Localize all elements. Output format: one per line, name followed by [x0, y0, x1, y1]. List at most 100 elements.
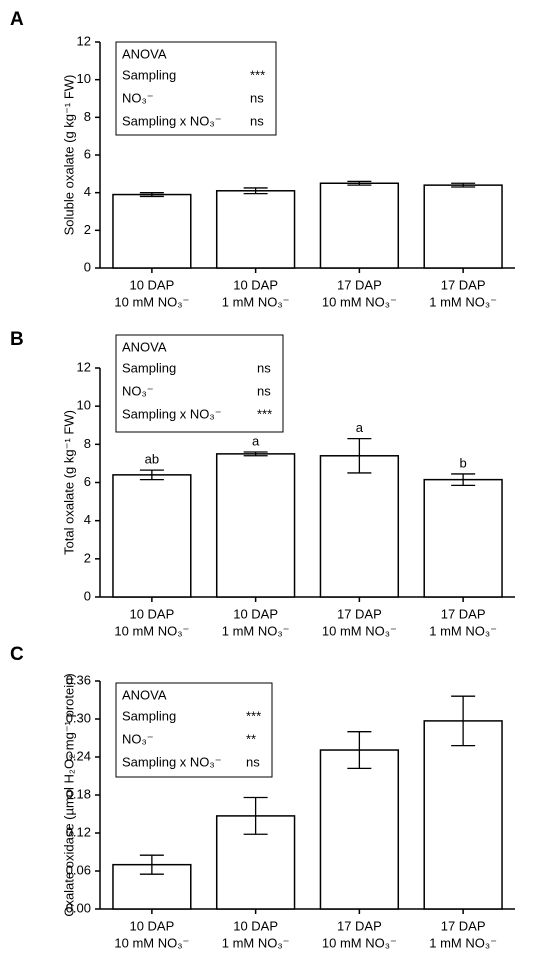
anova-box [115, 41, 277, 136]
y-axis-label: Total oxalate (g kg⁻¹ FW) [61, 410, 76, 555]
error-bar [451, 473, 476, 487]
error-bar [451, 695, 476, 747]
anova-significance: ** [246, 731, 256, 746]
anova-factor: NO₃⁻ [122, 383, 154, 398]
y-tick-label: 8 [84, 436, 91, 451]
y-tick-label: 0.12 [66, 824, 91, 839]
y-tick-label: 0.06 [66, 862, 91, 877]
panel-label: B [10, 329, 24, 350]
error-bar [347, 731, 372, 770]
anova-factor: Sampling [122, 708, 176, 723]
anova-box [115, 334, 284, 433]
x-tick-label: 17 DAP [337, 277, 382, 292]
anova-factor: NO₃⁻ [122, 731, 154, 746]
anova-significance: ns [257, 360, 271, 375]
x-tick-label: 17 DAP [337, 606, 382, 621]
anova-factor: Sampling [122, 360, 176, 375]
y-tick-label: 0.18 [66, 786, 91, 801]
bar [112, 474, 192, 598]
error-bar [451, 182, 476, 188]
y-tick-label: 12 [77, 33, 91, 48]
y-tick-label: 0.24 [66, 748, 91, 763]
x-tick-label: 1 mM NO₃⁻ [429, 623, 497, 638]
error-bar [347, 180, 372, 186]
bar [319, 182, 400, 269]
anova-significance: *** [257, 406, 272, 421]
y-tick-label: 4 [84, 512, 91, 527]
error-bar [243, 187, 268, 195]
x-tick-label: 10 mM NO₃⁻ [322, 935, 397, 950]
anova-factor: Sampling x NO₃⁻ [122, 113, 222, 128]
error-bar [243, 451, 268, 457]
anova-significance: ns [250, 90, 264, 105]
x-tick-label: 1 mM NO₃⁻ [222, 935, 290, 950]
significance-letter: b [460, 455, 467, 470]
x-tick-label: 1 mM NO₃⁻ [429, 294, 497, 309]
y-tick-label: 4 [84, 184, 91, 199]
y-axis-label: Oxalate oxidase (µmol H₂O₂ mg⁻¹ protein) [61, 673, 76, 916]
anova-factor: Sampling x NO₃⁻ [122, 406, 222, 421]
y-tick-label: 0 [84, 259, 91, 274]
y-tick-label: 0.36 [66, 672, 91, 687]
significance-letter: ab [145, 452, 159, 467]
y-tick-label: 2 [84, 222, 91, 237]
anova-box [115, 682, 273, 778]
x-tick-label: 10 DAP [129, 918, 174, 933]
y-tick-label: 8 [84, 109, 91, 124]
y-tick-label: 10 [77, 398, 91, 413]
x-tick-label: 10 DAP [233, 277, 278, 292]
y-tick-label: 0 [84, 588, 91, 603]
anova-title: ANOVA [122, 339, 167, 354]
anova-title: ANOVA [122, 687, 167, 702]
anova-significance: ns [246, 754, 260, 769]
x-tick-label: 17 DAP [441, 918, 486, 933]
x-tick-label: 1 mM NO₃⁻ [222, 623, 290, 638]
error-bar [139, 192, 164, 198]
bar [215, 190, 296, 269]
anova-significance: ns [250, 113, 264, 128]
error-bar [347, 437, 372, 474]
x-tick-label: 10 mM NO₃⁻ [322, 623, 397, 638]
y-tick-label: 6 [84, 146, 91, 161]
bar [423, 184, 503, 269]
significance-letter: a [252, 433, 260, 448]
y-tick-label: 10 [77, 71, 91, 86]
anova-factor: NO₃⁻ [122, 90, 154, 105]
error-bar [139, 854, 164, 875]
y-axis-label: Soluble oxalate (g kg⁻¹ FW) [61, 75, 76, 236]
y-tick-label: 6 [84, 474, 91, 489]
x-tick-label: 17 DAP [337, 918, 382, 933]
bar [423, 478, 503, 598]
y-tick-label: 2 [84, 550, 91, 565]
x-tick-label: 10 DAP [129, 277, 174, 292]
panel-label: C [10, 644, 24, 665]
bar [112, 193, 192, 269]
anova-significance: ns [257, 383, 271, 398]
x-tick-label: 10 DAP [129, 606, 174, 621]
x-tick-label: 10 DAP [233, 606, 278, 621]
bar [423, 720, 503, 910]
y-tick-label: 0.00 [66, 900, 91, 915]
anova-factor: Sampling [122, 67, 176, 82]
y-tick-label: 12 [77, 359, 91, 374]
bar [319, 455, 400, 598]
bar [215, 453, 296, 598]
x-tick-label: 10 mM NO₃⁻ [322, 294, 397, 309]
x-tick-label: 10 DAP [233, 918, 278, 933]
panel-label: A [10, 9, 24, 30]
x-tick-label: 1 mM NO₃⁻ [429, 935, 497, 950]
anova-factor: Sampling x NO₃⁻ [122, 754, 222, 769]
x-tick-label: 1 mM NO₃⁻ [222, 294, 290, 309]
x-tick-label: 10 mM NO₃⁻ [114, 294, 189, 309]
bar [319, 749, 400, 910]
x-tick-label: 10 mM NO₃⁻ [114, 935, 189, 950]
anova-significance: *** [246, 708, 261, 723]
anova-title: ANOVA [122, 46, 167, 61]
y-tick-label: 0.30 [66, 710, 91, 725]
significance-letter: a [356, 420, 364, 435]
anova-significance: *** [250, 67, 265, 82]
error-bar [139, 469, 164, 481]
x-tick-label: 17 DAP [441, 277, 486, 292]
error-bar [243, 796, 268, 835]
